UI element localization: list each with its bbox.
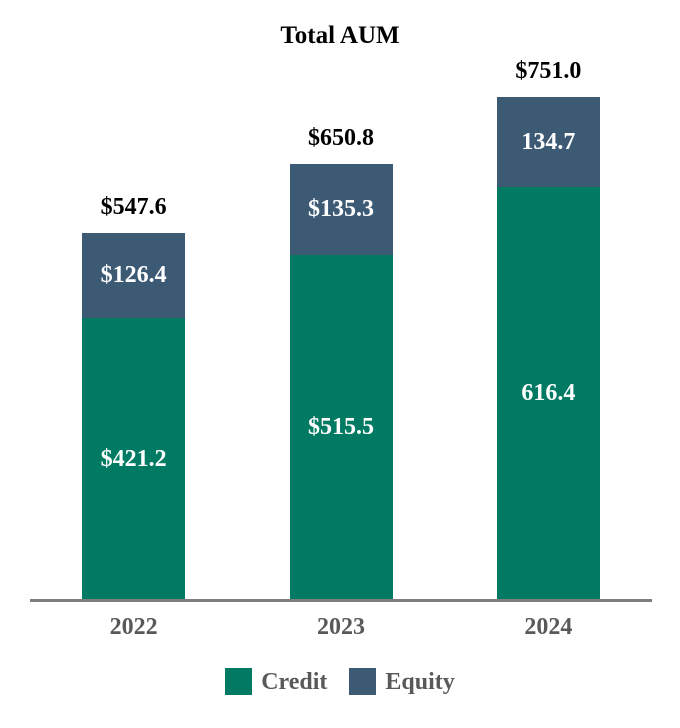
legend-swatch-credit (225, 668, 253, 695)
segment-value-label: $421.2 (100, 445, 167, 472)
segment-value-label: 134.7 (521, 128, 576, 155)
segment-value-label: $135.3 (308, 196, 374, 223)
bar-segment-credit-2023: $515.5 (289, 254, 393, 600)
legend-label-credit: Credit (261, 668, 328, 695)
legend-swatch-equity (349, 668, 377, 695)
segment-value-label: 616.4 (521, 380, 576, 407)
x-tick-label-2022: 2022 (109, 614, 158, 640)
bar-segment-credit-2022: $421.2 (82, 317, 186, 600)
bar-segment-equity-2022: $126.4 (82, 233, 186, 318)
legend-label-equity: Equity (385, 668, 455, 695)
x-tick-label-2023: 2023 (317, 614, 365, 640)
bar-segment-equity-2023: $135.3 (289, 163, 393, 255)
total-value-label: $751.0 (515, 57, 582, 84)
chart-title: Total AUM (280, 22, 400, 49)
legend-item-equity: Equity (349, 668, 455, 695)
bar-segment-credit-2024: 616.4 (496, 187, 600, 600)
legend: Credit Equity (0, 668, 680, 695)
bar-segment-equity-2024: 134.7 (496, 96, 600, 187)
legend-item-credit: Credit (225, 668, 327, 695)
segment-value-label: $515.5 (308, 414, 374, 441)
segment-value-label: $126.4 (100, 262, 167, 289)
x-axis-line (30, 599, 652, 602)
total-value-label: $547.6 (100, 194, 167, 221)
x-tick-label-2024: 2024 (524, 614, 573, 640)
total-value-label: $650.8 (308, 124, 374, 151)
